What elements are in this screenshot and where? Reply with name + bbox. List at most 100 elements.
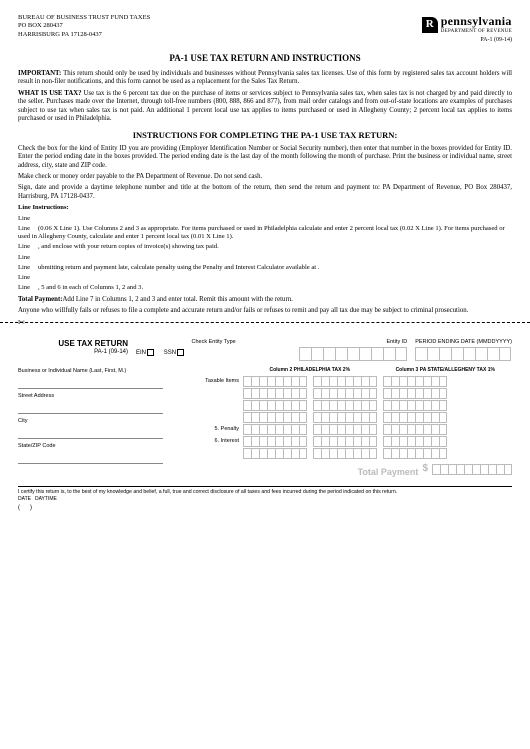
- instr-p2: Make check or money order payable to the…: [18, 173, 512, 181]
- total-text: Add Line 7 in Columns 1, 2 and 3 and ent…: [63, 296, 293, 303]
- total-payment-row: Total Payment $: [173, 461, 512, 478]
- line-4: Line: [18, 254, 38, 262]
- row-taxable-label: Taxable Items: [173, 378, 243, 385]
- r1-c2[interactable]: [313, 376, 377, 387]
- address-fields: Business or Individual Name (Last, First…: [18, 367, 163, 478]
- form-code: PA-1 (09-14): [422, 37, 512, 45]
- r1-c3[interactable]: [383, 376, 447, 387]
- line-7-label: Line: [18, 284, 38, 292]
- phone-field[interactable]: ( ): [18, 505, 512, 513]
- po-line: PO BOX 280437: [18, 22, 150, 30]
- period-label: PERIOD ENDING DATE (MMDDYYYY): [415, 339, 512, 346]
- instructions-title: INSTRUCTIONS FOR COMPLETING THE PA-1 USE…: [18, 130, 512, 141]
- line-2-text: (0.06 X Line 1). Use Columns 2 and 3 as …: [18, 225, 505, 240]
- tax-grid: Column 2 PHILADELPHIA TAX 2% Column 3 PA…: [173, 367, 512, 478]
- r5-c1[interactable]: [243, 424, 307, 435]
- ein-label: EIN: [136, 350, 146, 356]
- row-blank-c: [173, 412, 512, 423]
- certification-text: I certify this return is, to the best of…: [18, 486, 512, 496]
- r5-c3[interactable]: [383, 424, 447, 435]
- return-address: BUREAU OF BUSINESS TRUST FUND TAXES PO B…: [18, 14, 150, 39]
- line-6: Line: [18, 274, 38, 282]
- line-5-text: ubmitting return and payment late, calcu…: [38, 264, 319, 271]
- entity-block: Check Entity Type EIN SSN: [136, 339, 291, 358]
- r6-c3[interactable]: [383, 436, 447, 447]
- logo-state: pennsylvania: [441, 14, 512, 29]
- r7-c1[interactable]: [243, 448, 307, 459]
- name-field[interactable]: Business or Individual Name (Last, First…: [18, 367, 163, 389]
- r6-c1[interactable]: [243, 436, 307, 447]
- total-payment-boxes[interactable]: [432, 464, 512, 475]
- keystone-icon: R: [422, 17, 438, 33]
- page-title: PA-1 USE TAX RETURN AND INSTRUCTIONS: [18, 53, 512, 64]
- street-field[interactable]: Street Address: [18, 392, 163, 414]
- cut-line: [0, 322, 530, 323]
- row-interest-label: 6. Interest: [173, 438, 243, 445]
- r3-c2[interactable]: [313, 400, 377, 411]
- line-1: Line: [18, 215, 38, 223]
- r5-c2[interactable]: [313, 424, 377, 435]
- instr-p1: Check the box for the kind of Entity ID …: [18, 145, 512, 170]
- ssn-checkbox[interactable]: [177, 349, 184, 356]
- form-title: USE TAX RETURN: [18, 339, 128, 349]
- what-is-para: WHAT IS USE TAX? Use tax is the 6 percen…: [18, 90, 512, 124]
- form-header-row: USE TAX RETURN PA-1 (09-14) Check Entity…: [18, 339, 512, 362]
- logo-block: R pennsylvania DEPARTMENT OF REVENUE PA-…: [422, 14, 512, 45]
- check-entity-label: Check Entity Type: [136, 339, 291, 346]
- r3-c3[interactable]: [383, 400, 447, 411]
- city-field[interactable]: City: [18, 417, 163, 439]
- r2-c2[interactable]: [313, 388, 377, 399]
- important-text: This return should only be used by indiv…: [18, 70, 512, 85]
- what-text: Use tax is the 6 percent tax due on the …: [18, 90, 512, 122]
- line-7-text: , 5 and 6 in each of Columns 1, 2 and 3.: [38, 284, 143, 291]
- bureau-line: BUREAU OF BUSINESS TRUST FUND TAXES: [18, 14, 150, 22]
- dollar-icon: $: [422, 463, 428, 476]
- scissors-icon: ✄: [18, 318, 25, 327]
- city-line: HARRISBURG PA 17128-0437: [18, 31, 150, 39]
- page: BUREAU OF BUSINESS TRUST FUND TAXES PO B…: [0, 0, 530, 522]
- what-label: WHAT IS USE TAX?: [18, 90, 82, 97]
- line-3-text: , and enclose with your return copies of…: [38, 243, 219, 250]
- line-2-label: Line: [18, 225, 38, 233]
- entity-id-boxes[interactable]: [299, 347, 407, 361]
- r2-c3[interactable]: [383, 388, 447, 399]
- r4-c1[interactable]: [243, 412, 307, 423]
- warning-para: Anyone who willfully fails or refuses to…: [18, 307, 512, 315]
- r6-c2[interactable]: [313, 436, 377, 447]
- period-boxes[interactable]: [415, 347, 512, 361]
- ssn-label: SSN: [164, 350, 176, 356]
- row-line7: [173, 448, 512, 459]
- sig-daytime-label: DAYTIME: [35, 496, 57, 502]
- total-label: Total Payment:: [18, 296, 63, 303]
- important-para: IMPORTANT: This return should only be us…: [18, 70, 512, 87]
- r7-c3[interactable]: [383, 448, 447, 459]
- pa-logo: R pennsylvania DEPARTMENT OF REVENUE: [422, 14, 512, 35]
- total-payment-label: Total Payment: [358, 467, 419, 478]
- tax-return-form: USE TAX RETURN PA-1 (09-14) Check Entity…: [18, 339, 512, 513]
- statezip-field[interactable]: State/ZIP Code: [18, 442, 163, 464]
- row-blank-b: [173, 400, 512, 411]
- entity-id-label: Entity ID: [299, 339, 407, 346]
- row-penalty-label: 5. Penalty: [173, 426, 243, 433]
- row-interest: 6. Interest: [173, 436, 512, 447]
- row-blank-a: [173, 388, 512, 399]
- column-headers: Column 2 PHILADELPHIA TAX 2% Column 3 PA…: [243, 367, 512, 373]
- line-instr-header: Line Instructions:: [18, 204, 69, 211]
- important-label: IMPORTANT:: [18, 70, 61, 77]
- row-penalty: 5. Penalty: [173, 424, 512, 435]
- r2-c1[interactable]: [243, 388, 307, 399]
- ein-checkbox[interactable]: [147, 349, 154, 356]
- line-5-label: Line: [18, 264, 38, 272]
- r3-c1[interactable]: [243, 400, 307, 411]
- r7-c2[interactable]: [313, 448, 377, 459]
- r4-c2[interactable]: [313, 412, 377, 423]
- col2-header: Column 2 PHILADELPHIA TAX 2%: [243, 367, 377, 373]
- r4-c3[interactable]: [383, 412, 447, 423]
- row-taxable: Taxable Items: [173, 376, 512, 387]
- instr-p3: Sign, date and provide a daytime telepho…: [18, 184, 512, 201]
- sig-date-label: DATE: [18, 496, 31, 502]
- line-3-label: Line: [18, 243, 38, 251]
- line-instructions: Line Instructions: Line Line(0.06 X Line…: [18, 204, 512, 292]
- r1-c1[interactable]: [243, 376, 307, 387]
- form-sub: PA-1 (09-14): [18, 349, 128, 357]
